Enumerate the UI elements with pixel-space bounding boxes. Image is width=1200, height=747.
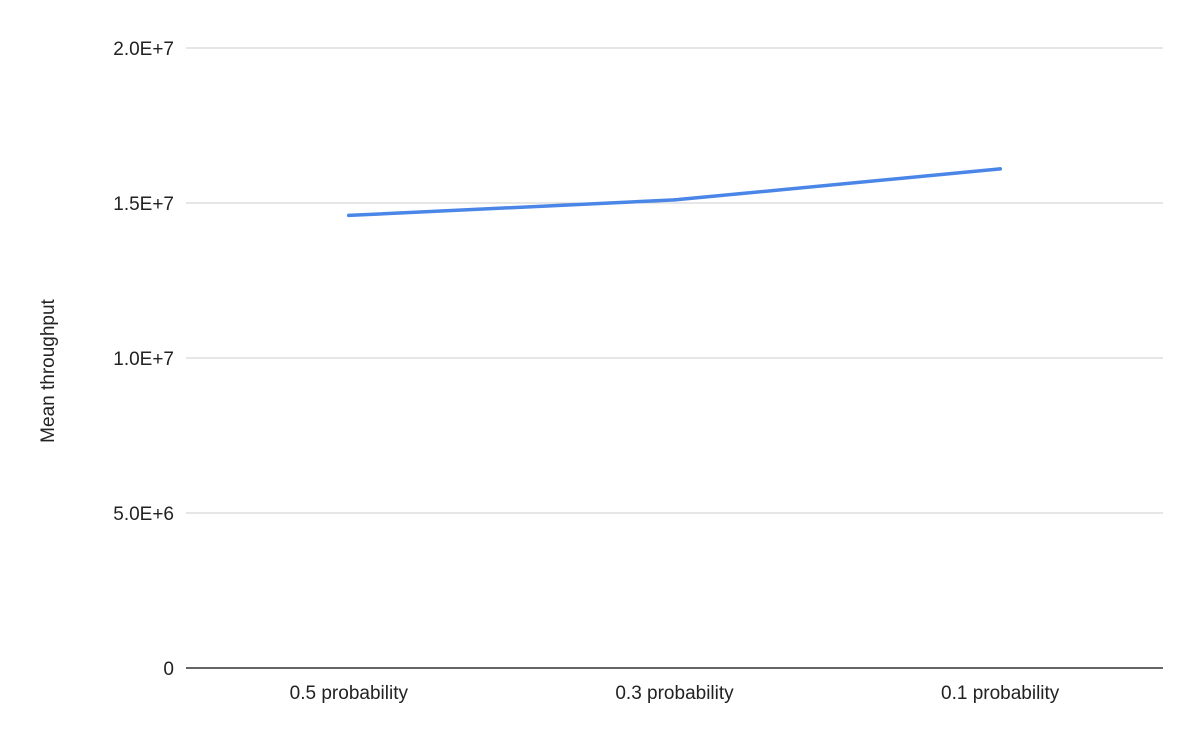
y-tick-label-1: 5.0E+6 <box>113 504 174 525</box>
x-axis-ticks: 0.5 probability 0.3 probability 0.1 probab… <box>290 683 1060 704</box>
y-axis-ticks: 0 5.0E+6 1.0E+7 1.5E+7 2.0E+7 <box>113 39 174 680</box>
data-point-0-0 <box>347 213 351 218</box>
y-tick-label-4: 2.0E+7 <box>113 39 174 60</box>
y-tick-label-3: 1.5E+7 <box>113 194 174 215</box>
data-point-0-2 <box>998 167 1002 171</box>
y-tick-label-2: 1.0E+7 <box>113 349 174 370</box>
x-tick-label-1: 0.3 probability <box>615 683 734 704</box>
x-tick-label-2: 0.1 probability <box>941 683 1060 704</box>
y-tick-label-0: 0 <box>163 659 174 680</box>
data-point-0-1 <box>672 198 677 202</box>
series-layer <box>347 167 1002 218</box>
gridlines <box>186 47 1163 669</box>
y-axis-title: Mean throughput <box>38 298 59 442</box>
x-tick-label-0: 0.5 probability <box>290 683 409 704</box>
series-line-0 <box>347 167 1002 218</box>
